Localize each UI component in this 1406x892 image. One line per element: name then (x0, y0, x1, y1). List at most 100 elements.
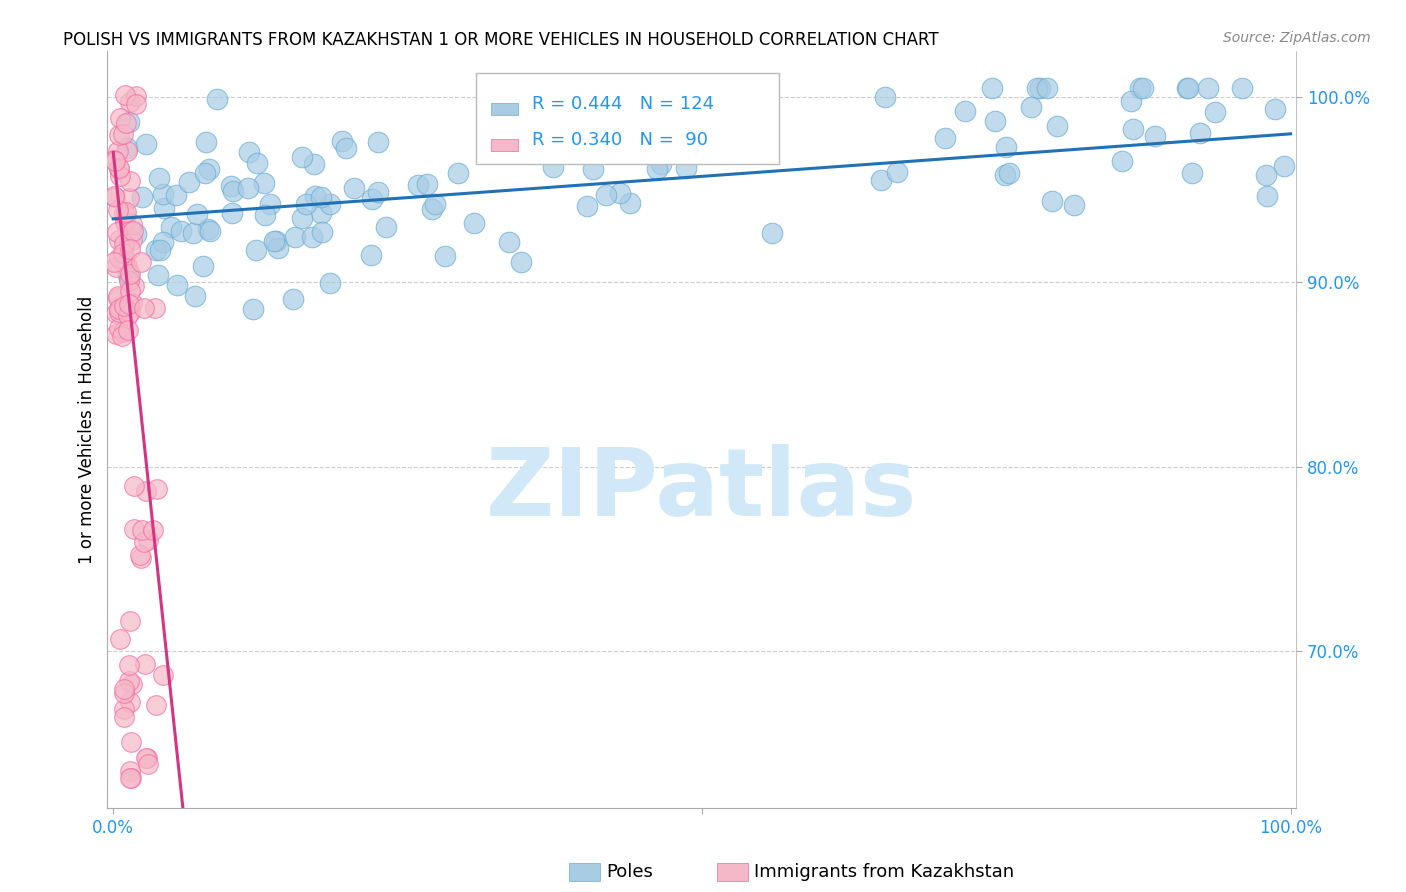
Point (266, 241, 288, 255)
Point (221, 205, 243, 219)
Point (135, 136, 157, 151)
Point (997, 166, 1019, 180)
Point (115, 205, 138, 219)
Point (319, 277, 342, 291)
Point (152, 201, 174, 215)
Point (112, 206, 135, 220)
Point (114, 702, 136, 716)
Point (125, 89, 148, 103)
Point (122, 479, 145, 493)
Point (309, 206, 332, 220)
Point (1256, 189, 1278, 203)
Point (129, 254, 152, 268)
Point (425, 197, 447, 211)
Point (447, 166, 470, 180)
Text: ZIPatlas: ZIPatlas (486, 444, 918, 536)
Point (242, 301, 264, 316)
Point (1264, 102, 1286, 116)
Point (135, 484, 157, 499)
Point (108, 252, 131, 266)
Point (675, 161, 697, 175)
Text: Poles: Poles (606, 863, 652, 881)
Point (186, 207, 208, 221)
Point (609, 186, 631, 201)
Point (118, 243, 141, 257)
Point (576, 199, 599, 213)
Point (284, 229, 307, 244)
Point (152, 187, 174, 202)
Point (295, 197, 318, 211)
Point (114, 258, 136, 272)
Point (434, 249, 457, 263)
Point (121, 296, 143, 310)
Point (614, 145, 637, 160)
Point (222, 184, 245, 198)
Point (1232, 80, 1254, 95)
Point (120, 615, 142, 629)
Point (302, 157, 325, 171)
Point (263, 234, 285, 248)
Point (118, 764, 141, 779)
Point (122, 279, 145, 293)
Point (112, 237, 135, 252)
Point (254, 208, 277, 222)
Point (193, 259, 215, 273)
Point (197, 221, 219, 235)
Point (129, 551, 152, 566)
Point (108, 161, 131, 175)
Point (564, 112, 586, 127)
Point (118, 191, 141, 205)
Point (1046, 119, 1069, 133)
Point (367, 185, 389, 199)
Point (145, 698, 167, 713)
Point (117, 296, 139, 310)
Point (582, 161, 605, 176)
Point (136, 750, 159, 764)
Point (984, 113, 1007, 128)
Point (117, 673, 139, 688)
Point (1175, 80, 1198, 95)
Point (311, 225, 333, 239)
Point (198, 224, 221, 238)
Text: Source: ZipAtlas.com: Source: ZipAtlas.com (1223, 31, 1371, 45)
Point (117, 144, 139, 158)
Point (335, 141, 357, 155)
Point (114, 215, 136, 229)
Point (118, 267, 141, 281)
Point (114, 88, 136, 103)
Point (1040, 194, 1063, 209)
Point (131, 524, 153, 538)
Point (118, 285, 141, 299)
Point (118, 115, 141, 129)
Point (195, 136, 218, 150)
Point (330, 134, 353, 148)
Point (118, 95, 141, 109)
Point (291, 211, 314, 225)
Point (375, 220, 398, 235)
Point (1197, 80, 1219, 95)
Point (1204, 104, 1226, 119)
Point (146, 482, 169, 496)
Point (420, 202, 443, 216)
Point (120, 771, 142, 785)
Point (543, 130, 565, 145)
Point (641, 132, 664, 146)
Point (415, 177, 437, 191)
Point (259, 196, 281, 211)
Point (112, 300, 135, 314)
Point (281, 292, 304, 306)
Point (118, 658, 141, 673)
Point (367, 135, 389, 149)
Point (117, 141, 139, 155)
Point (121, 233, 143, 247)
Point (1132, 80, 1154, 95)
Point (510, 254, 533, 268)
Point (134, 301, 156, 316)
Point (112, 326, 135, 340)
Point (1254, 168, 1277, 182)
Point (125, 227, 148, 242)
Point (1026, 80, 1049, 95)
Point (124, 522, 146, 536)
Point (1028, 80, 1050, 95)
Point (1189, 126, 1212, 140)
